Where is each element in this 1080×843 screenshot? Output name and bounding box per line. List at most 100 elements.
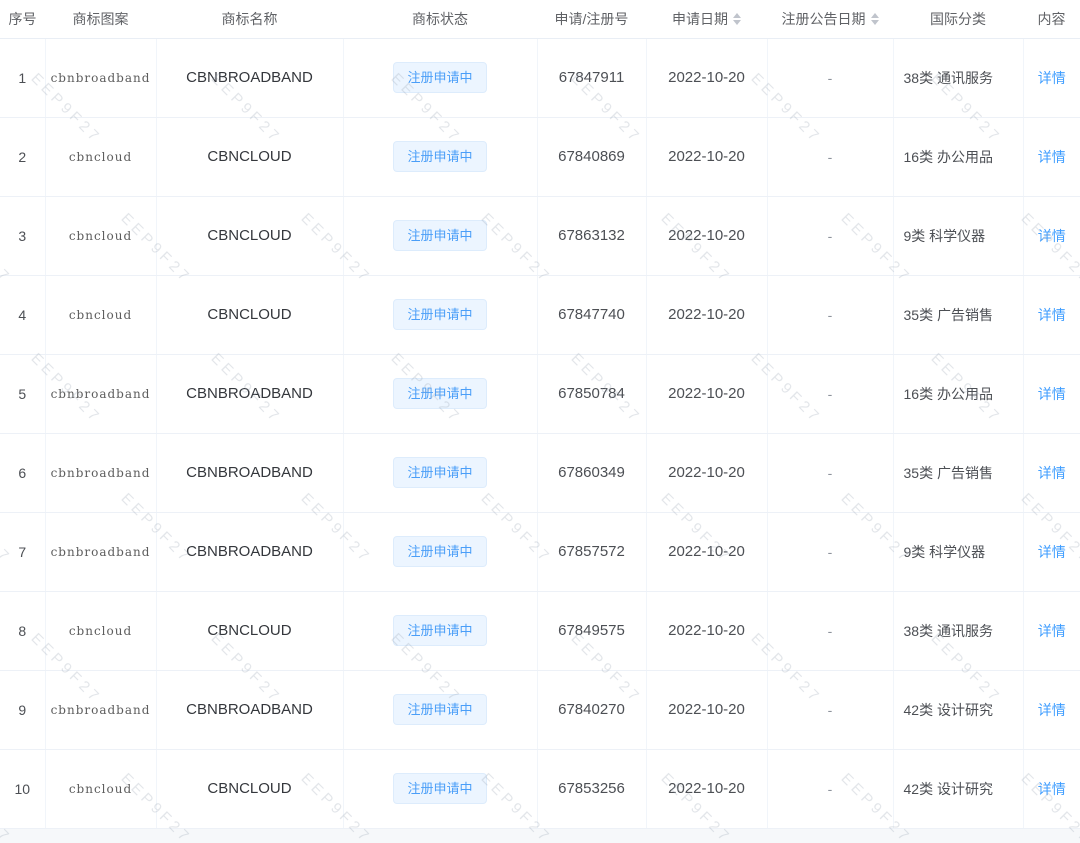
cell-announce-date: - [767, 38, 894, 118]
col-header-label: 序号 [8, 10, 37, 27]
col-header-trademark-image: 商标图案 [45, 0, 156, 39]
cell-announce-date: - [767, 196, 894, 276]
col-header-apply-date[interactable]: 申请日期 [646, 0, 767, 39]
status-tag: 注册申请中 [393, 62, 487, 93]
cell-announce-date: - [767, 670, 894, 750]
detail-link[interactable]: 详情 [1037, 306, 1066, 323]
cell-index: 3 [0, 196, 46, 276]
cell-intl-class: 9类 科学仪器 [893, 196, 1024, 276]
cell-intl-class: 42类 设计研究 [893, 670, 1024, 750]
cell-announce-date: - [767, 354, 894, 434]
cell-content: 详情 [1023, 354, 1080, 434]
cell-intl-class: 35类 广告销售 [893, 275, 1024, 355]
cell-index: 7 [0, 512, 46, 592]
cell-content: 详情 [1023, 749, 1080, 829]
table-row: 3 cbncloud CBNCLOUD 注册申请中 67863132 2022-… [0, 196, 1080, 276]
cell-index: 6 [0, 433, 46, 513]
cell-apply-date: 2022-10-20 [646, 512, 768, 592]
cell-apply-date: 2022-10-20 [646, 117, 768, 197]
cell-apply-date: 2022-10-20 [646, 38, 768, 118]
trademark-image: cbncloud [68, 782, 133, 796]
col-header-reg-number: 申请/注册号 [537, 0, 646, 39]
cell-trademark-image: cbnbroadband [45, 670, 157, 750]
col-header-label: 注册公告日期 [781, 10, 866, 27]
status-tag: 注册申请中 [393, 141, 487, 172]
cell-trademark-image: cbncloud [45, 749, 157, 829]
cell-announce-date: - [767, 275, 894, 355]
cell-status: 注册申请中 [343, 512, 538, 592]
cell-trademark-image: cbncloud [45, 196, 157, 276]
table-row: 1 cbnbroadband CBNBROADBAND 注册申请中 678479… [0, 38, 1080, 118]
detail-link[interactable]: 详情 [1037, 464, 1066, 481]
col-header-announce-date[interactable]: 注册公告日期 [767, 0, 893, 39]
detail-link[interactable]: 详情 [1037, 543, 1066, 560]
cell-reg-number: 67849575 [537, 591, 647, 671]
trademark-image: cbnbroadband [50, 387, 151, 401]
table-row: 4 cbncloud CBNCLOUD 注册申请中 67847740 2022-… [0, 275, 1080, 355]
col-header-intl-class: 国际分类 [893, 0, 1023, 39]
cell-trademark-image: cbnbroadband [45, 433, 157, 513]
cell-index: 4 [0, 275, 46, 355]
col-header-trademark-status: 商标状态 [343, 0, 537, 39]
cell-reg-number: 67863132 [537, 196, 647, 276]
cell-trademark-name: CBNCLOUD [156, 196, 344, 276]
cell-reg-number: 67840270 [537, 670, 647, 750]
cell-trademark-image: cbncloud [45, 591, 157, 671]
cell-intl-class: 35类 广告销售 [893, 433, 1024, 513]
cell-status: 注册申请中 [343, 38, 538, 118]
cell-index: 1 [0, 38, 46, 118]
detail-link[interactable]: 详情 [1037, 780, 1066, 797]
table-row: 6 cbnbroadband CBNBROADBAND 注册申请中 678603… [0, 433, 1080, 513]
cell-status: 注册申请中 [343, 196, 538, 276]
trademark-image: cbnbroadband [50, 71, 151, 85]
detail-link[interactable]: 详情 [1037, 385, 1066, 402]
cell-announce-date: - [767, 117, 894, 197]
cell-index: 8 [0, 591, 46, 671]
status-tag: 注册申请中 [393, 378, 487, 409]
sort-caret-icon[interactable] [733, 12, 741, 25]
cell-content: 详情 [1023, 670, 1080, 750]
cell-apply-date: 2022-10-20 [646, 275, 768, 355]
detail-link[interactable]: 详情 [1037, 701, 1066, 718]
cell-intl-class: 9类 科学仪器 [893, 512, 1024, 592]
cell-trademark-image: cbncloud [45, 275, 157, 355]
trademark-image: cbncloud [68, 624, 133, 638]
table-header-row: 序号 商标图案 商标名称 商标状态 申请/注册号 申请日期 注册公告日期 [0, 0, 1080, 39]
cell-trademark-name: CBNCLOUD [156, 117, 344, 197]
sort-caret-icon[interactable] [870, 12, 879, 25]
cell-intl-class: 38类 通讯服务 [893, 38, 1024, 118]
cell-reg-number: 67840869 [537, 117, 647, 197]
cell-announce-date: - [767, 591, 894, 671]
col-header-index: 序号 [0, 0, 45, 39]
col-header-content: 内容 [1023, 0, 1080, 39]
cell-status: 注册申请中 [343, 670, 538, 750]
detail-link[interactable]: 详情 [1037, 148, 1066, 165]
col-header-label: 商标图案 [72, 10, 129, 27]
cell-content: 详情 [1023, 591, 1080, 671]
table-row: 2 cbncloud CBNCLOUD 注册申请中 67840869 2022-… [0, 117, 1080, 197]
table-row: 7 cbnbroadband CBNBROADBAND 注册申请中 678575… [0, 512, 1080, 592]
detail-link[interactable]: 详情 [1037, 227, 1066, 244]
cell-trademark-name: CBNBROADBAND [156, 354, 344, 434]
cell-trademark-name: CBNCLOUD [156, 591, 344, 671]
trademark-image: cbnbroadband [50, 703, 151, 717]
col-header-trademark-name: 商标名称 [156, 0, 343, 39]
col-header-label: 商标状态 [412, 10, 468, 27]
cell-index: 2 [0, 117, 46, 197]
cell-index: 5 [0, 354, 46, 434]
detail-link[interactable]: 详情 [1037, 69, 1066, 86]
cell-content: 详情 [1023, 275, 1080, 355]
cell-reg-number: 67850784 [537, 354, 647, 434]
cell-index: 9 [0, 670, 46, 750]
detail-link[interactable]: 详情 [1037, 622, 1066, 639]
cell-announce-date: - [767, 749, 894, 829]
cell-intl-class: 42类 设计研究 [893, 749, 1024, 829]
table-row: 9 cbnbroadband CBNBROADBAND 注册申请中 678402… [0, 670, 1080, 750]
cell-reg-number: 67847911 [537, 38, 647, 118]
cell-apply-date: 2022-10-20 [646, 670, 768, 750]
page-bottom-strip [0, 828, 1080, 839]
status-tag: 注册申请中 [393, 457, 487, 488]
cell-reg-number: 67853256 [537, 749, 647, 829]
trademark-image: cbncloud [68, 229, 133, 243]
cell-apply-date: 2022-10-20 [646, 433, 768, 513]
